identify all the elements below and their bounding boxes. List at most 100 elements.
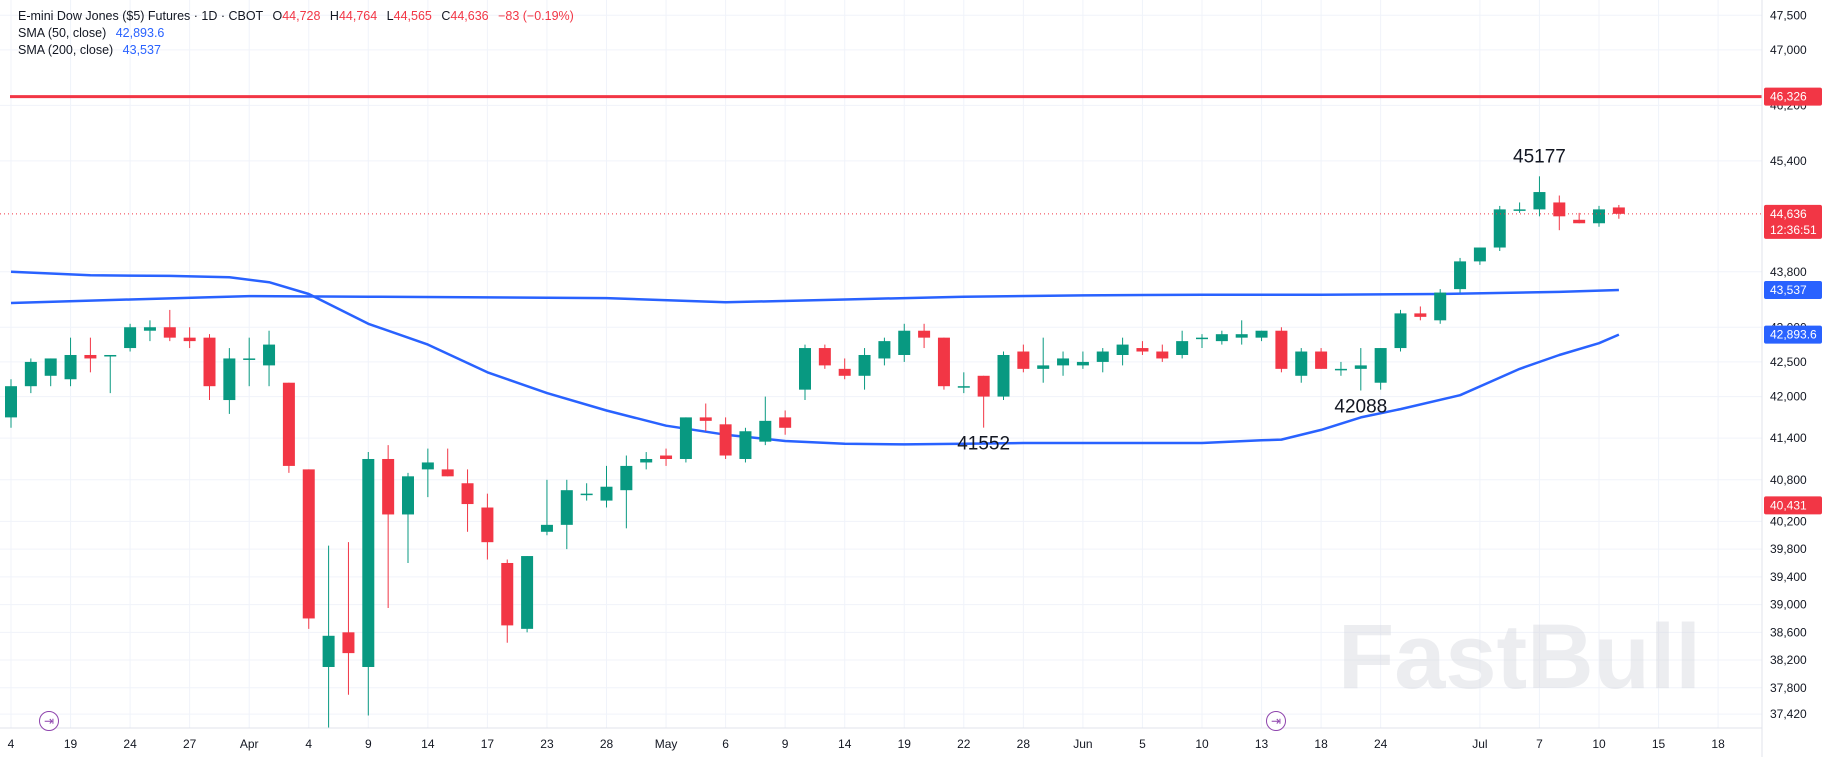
candle (620, 455, 633, 529)
candle-body (957, 386, 970, 388)
candle-body (183, 337, 196, 342)
price-tag: 43,537 (1764, 281, 1822, 300)
candle (719, 417, 732, 459)
candle (1275, 327, 1288, 373)
symbol-title[interactable]: E-mini Dow Jones ($5) Futures · 1D · CBO… (18, 9, 263, 23)
candle-body (64, 354, 77, 380)
price-tick-label: 37,800 (1770, 681, 1807, 695)
candle-body (1612, 207, 1625, 214)
candle-body (1156, 351, 1169, 359)
candle-body (1136, 348, 1149, 352)
time-tick-label: 24 (1374, 737, 1388, 751)
candle-body (481, 507, 494, 543)
candle (799, 344, 811, 401)
price-tick-label: 42,000 (1770, 390, 1807, 404)
price-axis[interactable]: 37,420 37,800 38,200 38,600 39,000 39,400 39,8… (1761, 0, 1807, 757)
candle (342, 542, 355, 695)
price-tag: 40,431 (1764, 496, 1822, 515)
candle (1553, 195, 1566, 231)
candle-body (898, 330, 911, 355)
sma50-line (10, 270, 1620, 446)
sma50-value: 42,893.6 (115, 26, 165, 40)
candle (818, 344, 831, 369)
candle (560, 479, 573, 550)
open-value: 44,728 (282, 9, 321, 23)
annotation-label: 45177 (1513, 146, 1566, 167)
low-value: 44,565 (393, 9, 432, 23)
candle-body (1235, 334, 1248, 338)
candle (779, 410, 792, 435)
price-tick-label: 40,200 (1770, 514, 1807, 528)
candle (1394, 309, 1407, 352)
candle-body (24, 361, 37, 387)
candle-body (143, 327, 156, 331)
candle (143, 320, 156, 342)
price-tick-label: 47,000 (1770, 43, 1807, 57)
candle-body (382, 458, 395, 515)
legend-sma50-row[interactable]: SMA (50, close) 42,893.6 (18, 25, 574, 42)
candle-body (540, 524, 553, 532)
price-tick-label: 39,800 (1770, 542, 1807, 556)
candle (223, 348, 236, 414)
price-tag-label: 40,431 (1770, 498, 1807, 512)
candle-body (1573, 219, 1586, 224)
candle-body (1374, 348, 1387, 383)
candle-body (679, 417, 692, 459)
candle-body (362, 458, 375, 667)
price-tag: 42,893.6 (1764, 325, 1822, 344)
time-tick-label: 28 (600, 737, 614, 751)
time-tick-label: Jul (1472, 737, 1487, 751)
candle (1414, 306, 1427, 321)
sma50-label[interactable]: SMA (50, close) (18, 26, 107, 40)
sma200-line (10, 288, 1619, 305)
candle (302, 469, 315, 629)
price-tick-label: 47,500 (1770, 8, 1807, 22)
candle-body (1493, 209, 1506, 248)
candle (1454, 257, 1467, 293)
candle-body (1334, 368, 1347, 371)
price-tag: 46,326 (1764, 87, 1822, 106)
candle (540, 479, 553, 536)
price-tag-bg (1764, 496, 1822, 515)
candle-body (779, 417, 792, 428)
candle-body (1593, 209, 1605, 224)
chart-legend: E-mini Dow Jones ($5) Futures · 1D · CBO… (18, 8, 574, 59)
candle-body (5, 386, 17, 418)
sma200-value: 43,537 (122, 43, 161, 57)
time-tick-label: 28 (1017, 737, 1031, 751)
candle-body (1116, 344, 1129, 355)
candle (1215, 330, 1228, 345)
candle-body (1057, 358, 1070, 366)
legend-sma200-row[interactable]: SMA (200, close) 43,537 (18, 42, 574, 59)
time-axis[interactable]: 4 19 24 27 Apr 4 9 14 17 23 28 May 6 9 14 19 22 28 Jun 5 10 1… (0, 727, 1762, 751)
time-tick-label: 14 (838, 737, 852, 751)
candle-body (1037, 365, 1050, 369)
candle-body (799, 348, 811, 390)
candle (1374, 348, 1387, 390)
time-tick-label: 4 (305, 737, 312, 751)
time-tick-label: 13 (1255, 737, 1269, 751)
time-tick-label: 9 (365, 737, 372, 751)
candle-body (1394, 313, 1407, 349)
last-price-tag-value: 44,636 (1770, 207, 1807, 221)
candle (521, 556, 534, 633)
candle-body (302, 469, 315, 619)
candle (699, 403, 712, 432)
candle-body (203, 337, 216, 387)
candle (84, 337, 97, 373)
candle (1235, 320, 1248, 345)
chart-grid (0, 0, 1762, 728)
candle (739, 427, 752, 463)
time-tick-label: 5 (1139, 737, 1146, 751)
candle (1533, 176, 1546, 217)
scroll-back-icon[interactable]: ⇥ (39, 711, 59, 731)
scroll-forward-icon[interactable]: ⇥ (1266, 711, 1286, 731)
candle (421, 448, 434, 498)
price-tick-label: 39,000 (1770, 598, 1807, 612)
candle-body (937, 337, 950, 387)
candle (679, 417, 692, 463)
candle (1612, 204, 1625, 219)
sma200-label[interactable]: SMA (200, close) (18, 43, 114, 57)
candle-body (322, 635, 335, 667)
